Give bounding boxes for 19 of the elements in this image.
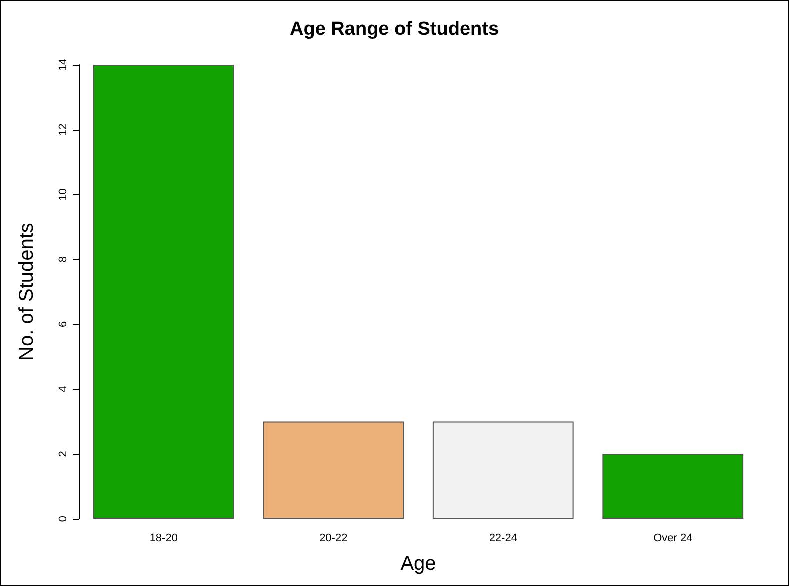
y-tick-label: 0	[58, 516, 70, 522]
y-tick-label: 8	[58, 256, 70, 263]
y-tick-label: 12	[58, 124, 70, 136]
x-axis-title: Age	[400, 553, 436, 575]
y-tick-label: 4	[58, 386, 70, 392]
y-tick-label: 2	[58, 451, 70, 458]
x-tick-label: 22-24	[489, 532, 518, 544]
bar	[432, 422, 574, 519]
x-tick-label: 20-22	[320, 532, 348, 544]
bar	[263, 422, 404, 519]
bar	[93, 65, 234, 519]
x-tick-label: 18-20	[150, 532, 178, 544]
y-axis-title: No. of Students	[16, 223, 38, 361]
x-tick-label: Over 24	[654, 532, 693, 544]
y-tick-label: 6	[58, 321, 70, 328]
y-tick-label: 10	[58, 188, 70, 201]
bar	[602, 454, 744, 519]
chart-title: Age Range of Students	[290, 19, 500, 40]
y-tick-label: 14	[58, 58, 70, 72]
